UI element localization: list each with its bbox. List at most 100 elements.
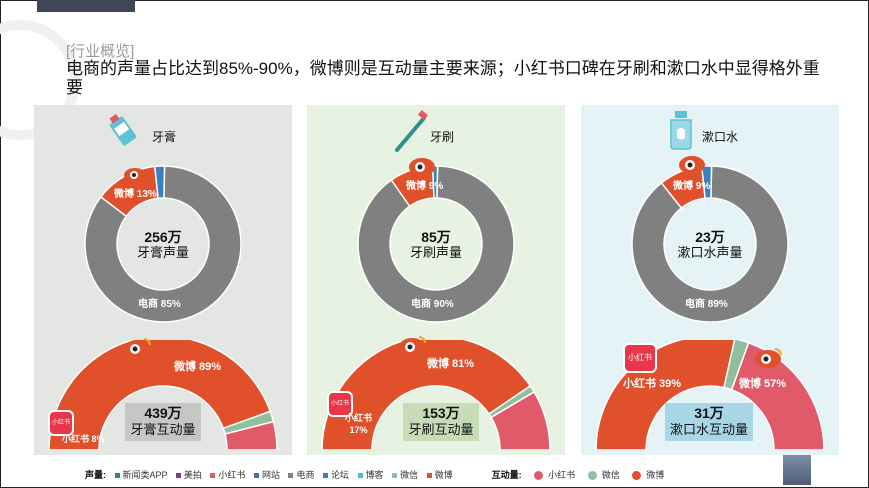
slice-其他 bbox=[153, 165, 166, 200]
interaction-label: 漱口水互动量 bbox=[669, 422, 748, 437]
legend-item: 美拍 bbox=[170, 470, 202, 480]
legend-item: 微博 bbox=[622, 470, 665, 481]
legend-item: 微信 bbox=[386, 470, 418, 480]
panel-toothpaste: 牙膏 256万 牙膏声量 微博 13% 电商 85% 微博 89% 小红书 小红… bbox=[34, 105, 292, 455]
legend-label: 小红书 bbox=[548, 470, 576, 480]
legend-label: 电商 bbox=[296, 470, 315, 480]
volume-center: 23万 漱口水声量 bbox=[581, 230, 839, 261]
toothpaste-icon bbox=[109, 113, 137, 146]
legend-item: 电商 bbox=[282, 470, 315, 480]
toothbrush-icon bbox=[395, 110, 428, 152]
slice-电商 bbox=[84, 165, 242, 323]
xiaohongshu-interaction-label: 小红书 8% bbox=[62, 434, 105, 444]
top-accent-bar bbox=[37, 0, 135, 12]
legend-item: 新闻类APP bbox=[109, 470, 168, 480]
legend-swatch bbox=[253, 472, 259, 478]
slice-微博 bbox=[595, 340, 736, 450]
legend-label: 微信 bbox=[400, 470, 419, 480]
legend-item: 小红书 bbox=[524, 470, 576, 481]
slice-电商 bbox=[357, 165, 515, 323]
xiaohongshu-logo: 小红书 bbox=[50, 412, 72, 434]
legend-volume-items: 新闻类APP 美拍 小红书 网站 电商 论坛 博客 微信 微博 bbox=[109, 470, 456, 480]
volume-donut bbox=[357, 165, 515, 323]
legend-swatch bbox=[288, 472, 294, 478]
legend-label: 微信 bbox=[601, 470, 620, 480]
weibo-interaction-label: 微博 81% bbox=[427, 358, 475, 370]
volume-value: 85万 bbox=[421, 229, 451, 245]
legend-item: 小红书 bbox=[204, 470, 245, 480]
interaction-value: 153万 bbox=[422, 405, 460, 421]
weibo-icon bbox=[679, 156, 705, 174]
legend: 声量: 新闻类APP 美拍 小红书 网站 电商 论坛 博客 微信 微博 互动量:… bbox=[85, 468, 664, 481]
weibo-icon bbox=[124, 338, 151, 358]
volume-center: 256万 牙膏声量 bbox=[34, 229, 292, 261]
xiaohongshu-logo: 小红书 bbox=[625, 345, 655, 371]
weibo-slice-label: 微博 9% bbox=[406, 181, 444, 192]
slice-小红书 bbox=[224, 420, 278, 450]
panel-title: 牙膏 bbox=[152, 130, 177, 144]
legend-label: 微博 bbox=[434, 470, 453, 480]
legend-label: 网站 bbox=[261, 470, 280, 480]
weibo-icon bbox=[399, 336, 426, 356]
legend-swatch bbox=[210, 472, 216, 478]
legend-swatch bbox=[175, 472, 181, 478]
interaction-value: 31万 bbox=[694, 405, 724, 421]
legend-swatch bbox=[392, 472, 398, 478]
slide-title: 电商的声量占比达到85%-90%，微博则是互动量主要来源；小红书口碑在牙刷和漱口… bbox=[66, 59, 820, 97]
legend-label: 论坛 bbox=[331, 470, 350, 480]
weibo-interaction-label: 微博 89% bbox=[174, 361, 222, 373]
legend-label: 小红书 bbox=[218, 470, 246, 480]
weibo-icon bbox=[409, 158, 435, 176]
weibo-icon bbox=[124, 168, 146, 182]
legend-item: 论坛 bbox=[317, 470, 349, 480]
ecommerce-slice-label: 电商 85% bbox=[138, 299, 181, 310]
slice-其他 bbox=[700, 165, 713, 200]
legend-swatch bbox=[534, 471, 544, 481]
legend-swatch bbox=[114, 472, 120, 478]
legend-item: 微信 bbox=[578, 470, 620, 481]
volume-label: 牙膏声量 bbox=[136, 245, 189, 260]
interaction-box: 439万 牙膏互动量 bbox=[125, 403, 201, 441]
interaction-box: 31万 漱口水互动量 bbox=[665, 403, 753, 441]
legend-item: 网站 bbox=[248, 470, 280, 480]
slice-微博 bbox=[48, 340, 272, 450]
legend-item: 博客 bbox=[352, 470, 384, 480]
legend-label: 美拍 bbox=[183, 470, 202, 480]
interaction-half-donut bbox=[48, 340, 278, 450]
legend-swatch bbox=[426, 472, 432, 478]
mouthwash-icon bbox=[670, 111, 692, 150]
panel-title: 牙刷 bbox=[430, 130, 455, 144]
panel-mouthwash: 漱口水 23万 漱口水声量 微博 9% 电商 89% 微博 57% 小红书 小红… bbox=[581, 105, 839, 455]
section-tag: [行业概览] bbox=[66, 43, 135, 60]
slice-小红书 bbox=[490, 390, 551, 450]
panel-title: 漱口水 bbox=[702, 130, 739, 144]
interaction-label: 牙膏互动量 bbox=[130, 422, 196, 437]
weibo-icon bbox=[755, 348, 782, 368]
weibo-interaction-label: 微博 57% bbox=[739, 378, 787, 390]
interaction-label: 牙刷互动量 bbox=[408, 422, 474, 437]
volume-value: 256万 bbox=[144, 229, 182, 245]
interaction-value: 439万 bbox=[144, 405, 182, 421]
ecommerce-slice-label: 电商 90% bbox=[411, 299, 454, 310]
legend-label: 新闻类APP bbox=[122, 470, 168, 480]
xiaohongshu-interaction-label: 小红书 39% bbox=[623, 378, 682, 390]
panel-toothbrush: 牙刷 85万 牙刷声量 微博 9% 电商 90% 微博 81% 小红书 小红书 … bbox=[307, 105, 565, 455]
volume-donut bbox=[631, 165, 789, 323]
legend-label: 博客 bbox=[365, 470, 384, 480]
legend-volume-title: 声量: bbox=[85, 470, 106, 480]
volume-label: 漱口水声量 bbox=[677, 245, 743, 260]
legend-swatch bbox=[357, 472, 363, 478]
xiaohongshu-logo: 小红书 bbox=[329, 393, 351, 415]
interaction-half-donut bbox=[595, 340, 825, 450]
slice-电商 bbox=[631, 165, 789, 323]
xiaohongshu-interaction-label: 小红书 17% bbox=[345, 413, 373, 435]
legend-interaction-title: 互动量: bbox=[491, 470, 522, 480]
legend-item: 微博 bbox=[421, 470, 453, 480]
legend-label: 微博 bbox=[646, 470, 665, 480]
weibo-slice-label: 微博 9% bbox=[673, 181, 711, 192]
weibo-slice-label: 微博 13% bbox=[114, 189, 157, 200]
interaction-half-donut bbox=[321, 340, 551, 450]
slice-微博 bbox=[321, 340, 532, 450]
interaction-box: 153万 牙刷互动量 bbox=[403, 403, 479, 441]
legend-swatch bbox=[632, 471, 642, 481]
